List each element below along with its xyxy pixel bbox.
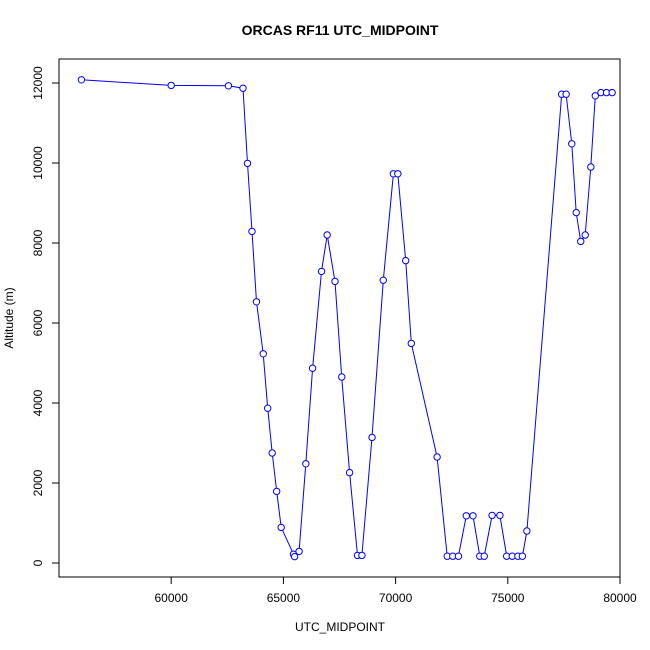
y-tick-label: 10000: [31, 146, 45, 180]
y-axis: 0 2000 4000 6000 8000 10000 12000: [31, 66, 59, 566]
data-point: [290, 552, 299, 561]
data-point: [77, 76, 86, 84]
data-point: [345, 468, 354, 477]
data-point: [295, 547, 303, 556]
data-point: [469, 512, 477, 520]
plot-frame: [58, 58, 621, 578]
x-tick-label: 65000: [267, 591, 301, 605]
data-point: [407, 339, 416, 348]
data-point: [394, 170, 402, 178]
chart-title: ORCAS RF11 UTC_MIDPOINT: [242, 22, 439, 38]
y-tick-label: 0: [31, 559, 45, 566]
y-tick-label: 4000: [31, 389, 45, 416]
data-point: [496, 511, 504, 520]
data-point: [488, 511, 496, 520]
series-line: [81, 79, 613, 558]
data-point: [568, 140, 576, 148]
data-point: [462, 512, 470, 520]
data-point: [323, 231, 331, 239]
data-point: [252, 298, 261, 306]
data-point: [263, 404, 272, 412]
data-point: [302, 460, 310, 468]
data-point: [523, 527, 531, 535]
data-series: [77, 76, 616, 561]
data-point: [338, 373, 346, 381]
x-tick-label: 80000: [603, 591, 637, 605]
data-point: [518, 552, 527, 560]
data-point: [433, 453, 441, 461]
x-tick-label: 70000: [379, 591, 413, 605]
data-point: [454, 552, 463, 560]
data-point: [401, 256, 410, 265]
data-point: [368, 433, 376, 442]
data-point: [480, 552, 488, 560]
data-point: [268, 449, 276, 457]
y-axis-label: Altitude (m): [2, 287, 16, 348]
x-axis: 60000 65000 70000 75000 80000: [155, 577, 637, 605]
data-point: [239, 84, 247, 92]
data-point: [379, 276, 387, 284]
y-tick-label: 2000: [31, 469, 45, 496]
data-point: [277, 523, 285, 532]
data-point: [224, 82, 233, 90]
data-point: [572, 208, 580, 217]
y-tick-label: 12000: [31, 66, 45, 100]
data-point: [248, 227, 256, 236]
data-point: [358, 551, 366, 560]
data-point: [308, 364, 317, 372]
data-point: [577, 237, 585, 246]
data-point: [317, 267, 326, 276]
data-point: [562, 90, 570, 98]
data-point: [581, 231, 589, 239]
data-point: [331, 277, 339, 286]
data-point: [608, 88, 616, 97]
data-point: [167, 81, 175, 90]
y-tick-label: 8000: [31, 229, 45, 256]
data-point: [259, 350, 267, 358]
x-tick-label: 75000: [491, 591, 525, 605]
data-point: [272, 487, 281, 496]
data-point: [587, 163, 595, 171]
data-point: [591, 92, 600, 100]
x-tick-label: 60000: [155, 591, 189, 605]
x-axis-label: UTC_MIDPOINT: [295, 620, 386, 634]
y-tick-label: 6000: [31, 309, 45, 336]
data-point: [243, 159, 252, 168]
